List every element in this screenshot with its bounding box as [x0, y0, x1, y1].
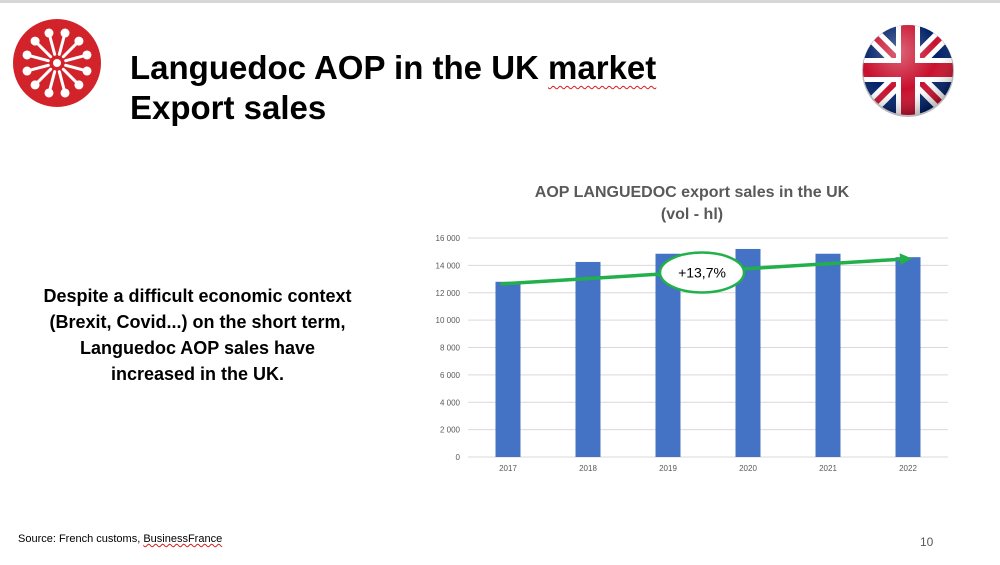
logo-ray [61, 67, 78, 84]
logo-ray [48, 35, 57, 56]
logo-dot [60, 88, 70, 98]
uk-flag-icon [862, 25, 954, 117]
y-tick-label: 16 000 [436, 234, 461, 243]
logo-dot [74, 36, 84, 46]
y-tick-label: 14 000 [436, 261, 461, 270]
logo-dot [22, 66, 32, 76]
y-tick-label: 2 000 [440, 426, 461, 435]
bar-2020 [735, 248, 761, 457]
trend-callout [658, 251, 746, 294]
summary-text: Despite a difficult economic context (Br… [43, 286, 352, 384]
chart-bars [495, 248, 921, 457]
title-market-word: market [548, 49, 657, 86]
trend-arrowhead [899, 253, 912, 266]
bar-2017 [495, 281, 521, 457]
languedoc-cross-icon [13, 19, 101, 107]
x-tick-label: 2018 [579, 464, 597, 473]
logo-dot [82, 66, 92, 76]
title-line-2: Export sales [130, 89, 327, 126]
logo-ray [29, 54, 50, 63]
top-border [0, 0, 1000, 3]
logo-ray [29, 63, 50, 72]
logo-dot [82, 50, 92, 60]
logo-dot [60, 28, 70, 38]
bar-2018 [575, 261, 601, 457]
x-tick-label: 2022 [899, 464, 917, 473]
logo-ray [57, 70, 66, 91]
y-axis-ticks: 0 2 000 4 000 6 000 8 000 10 000 12 000 14 000 1… [436, 234, 461, 462]
export-sales-chart: AOP LANGUEDOC export sales in the UK (vo… [436, 184, 948, 473]
logo-ray [36, 67, 53, 84]
chart-title-line-2: (vol - hl) [661, 206, 723, 223]
logo-ray [61, 42, 78, 59]
logo-dot [22, 50, 32, 60]
bar-2022 [895, 257, 921, 457]
logo-ray [48, 70, 57, 91]
bar-2021 [815, 253, 841, 457]
page-title: Languedoc AOP in the UK market Export sa… [130, 48, 656, 128]
y-tick-label: 4 000 [440, 398, 461, 407]
page-number: 10 [920, 535, 934, 549]
trend-arrow: +13,7% [500, 251, 912, 294]
y-tick-label: 8 000 [440, 344, 461, 353]
y-tick-label: 6 000 [440, 371, 461, 380]
logo-dot [44, 28, 54, 38]
logo-ray [57, 35, 66, 56]
source-note: Source: French customs, BusinessFrance [18, 533, 223, 545]
chart-title-line-1: AOP LANGUEDOC export sales in the UK [535, 184, 850, 201]
source-org-link[interactable]: BusinessFrance [143, 533, 223, 545]
logo-dot [44, 88, 54, 98]
y-tick-label: 12 000 [436, 289, 461, 298]
logo-ray [36, 42, 53, 59]
logo-ray [64, 63, 85, 72]
title-line-1: Languedoc AOP in the UK market [130, 49, 657, 86]
x-tick-label: 2020 [739, 464, 757, 473]
logo-dot [30, 36, 40, 46]
x-axis-ticks: 2017 2018 2019 2020 2021 2022 [499, 464, 917, 473]
x-tick-label: 2019 [659, 464, 677, 473]
x-tick-label: 2021 [819, 464, 837, 473]
logo-ray [64, 54, 85, 63]
y-tick-label: 0 [456, 453, 461, 462]
logo-dot [30, 80, 40, 90]
y-tick-label: 10 000 [436, 316, 461, 325]
logo-dot [74, 80, 84, 90]
x-tick-label: 2017 [499, 464, 517, 473]
trend-label: +13,7% [678, 265, 726, 281]
